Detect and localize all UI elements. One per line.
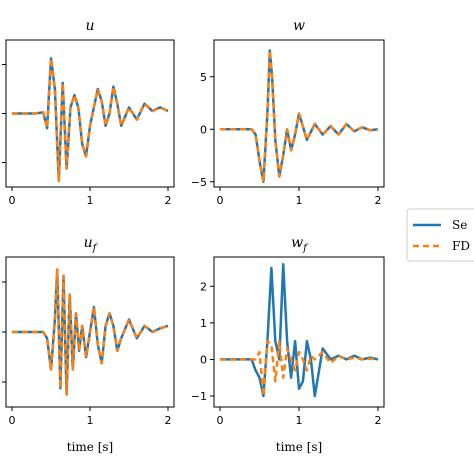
x-tick-label-uf-1: 1: [87, 414, 94, 427]
panels: u 0 1 2 w 0 1 2 5 0 −5 uf 0 1 2 time [s] wf 0 1 2 2 1 0 −1 time …: [2, 18, 385, 454]
y-tick-label-wf-2: 0: [200, 353, 207, 366]
panel-uf: uf 0 1 2 time [s]: [2, 235, 175, 454]
x-tick-label-w-2: 2: [375, 194, 382, 207]
series-line-u-fd: [12, 57, 169, 183]
y-tick-label-wf-1: 1: [200, 317, 207, 330]
x-axis-label-uf: time [s]: [67, 440, 113, 454]
x-tick-label-u-0: 0: [9, 194, 16, 207]
legend-label-se: Se: [452, 218, 467, 232]
x-tick-label-wf-0: 0: [217, 414, 224, 427]
series-line-uf-fd: [12, 268, 169, 396]
x-tick-label-u-2: 2: [165, 194, 172, 207]
y-tick-label-w-0: 5: [200, 71, 207, 84]
panel-title-uf: uf: [84, 235, 99, 254]
series-line-u-se: [12, 57, 169, 183]
x-tick-label-uf-0: 0: [9, 414, 16, 427]
series-line-wf-fd: [220, 339, 379, 398]
y-tick-label-wf-3: −1: [191, 390, 207, 403]
x-tick-label-w-0: 0: [217, 194, 224, 207]
panel-wf: wf 0 1 2 2 1 0 −1 time [s]: [191, 235, 385, 454]
panel-title-u: u: [85, 18, 94, 34]
legend: Se FD: [406, 208, 474, 262]
series-line-w-fd: [220, 49, 379, 184]
legend-label-fd: FD: [452, 239, 470, 253]
x-tick-label-wf-2: 2: [375, 414, 382, 427]
x-tick-label-u-1: 1: [87, 194, 94, 207]
series-line-wf-se: [220, 263, 379, 398]
y-tick-label-w-1: 0: [200, 123, 207, 136]
panel-u: u 0 1 2: [2, 18, 175, 207]
y-tick-label-w-2: −5: [191, 176, 207, 189]
y-tick-label-wf-0: 2: [200, 280, 207, 293]
x-tick-label-uf-2: 2: [165, 414, 172, 427]
panel-title-wf: wf: [291, 235, 309, 254]
legend-frame: [406, 208, 474, 262]
x-tick-label-w-1: 1: [296, 194, 303, 207]
panel-w: w 0 1 2 5 0 −5: [191, 18, 385, 207]
x-axis-label-wf: time [s]: [276, 440, 322, 454]
panel-title-w: w: [293, 18, 305, 34]
x-tick-label-wf-1: 1: [296, 414, 303, 427]
